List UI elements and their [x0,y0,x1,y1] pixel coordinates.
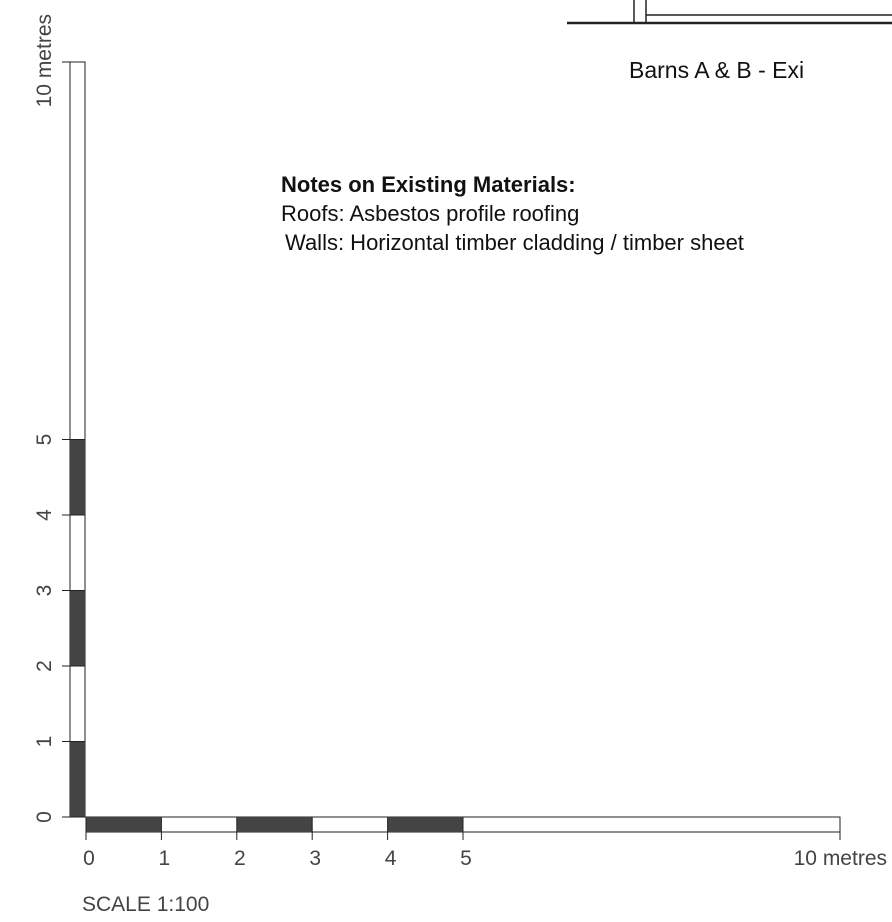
horizontal-tick-label: 3 [309,847,321,870]
vertical-tick-label: 2 [33,660,56,672]
notes-walls: Walls: Horizontal timber cladding / timb… [285,230,744,255]
notes-roofs: Roofs: Asbestos profile roofing [281,201,580,226]
vertical-dark-segment [70,590,85,666]
vertical-scale-ticks [62,61,85,818]
horizontal-scale-ticks [85,817,841,840]
building-outline-fragment [567,0,892,25]
vertical-scale-labels: 0 1 2 3 4 5 10 metres [33,14,56,823]
materials-notes: Notes on Existing Materials: Roofs: Asbe… [281,170,744,257]
vertical-tick-label: 0 [33,811,56,823]
horizontal-dark-segment [387,817,463,832]
horizontal-dark-segment [236,817,313,832]
vertical-tick-label: 4 [33,509,56,521]
vertical-dark-segment [70,439,85,515]
scale-label: SCALE 1:100 [82,893,210,916]
horizontal-scale-labels: 0 1 2 3 4 5 10 metres [83,847,887,870]
horizontal-end-label: 10 metres [794,847,887,870]
notes-heading: Notes on Existing Materials: [281,172,576,197]
vertical-end-label: 10 metres [33,14,56,107]
vertical-tick-label: 3 [33,585,56,597]
vertical-tick-label: 5 [33,434,56,446]
horizontal-tick-label: 2 [234,847,246,870]
horizontal-tick-label: 4 [385,847,397,870]
horizontal-tick-label: 1 [159,847,171,870]
vertical-tick-label: 1 [33,736,56,748]
vertical-dark-segment [70,741,85,817]
drawing-title: Barns A & B - Exi [629,57,805,83]
horizontal-dark-segment [86,817,162,832]
horizontal-tick-label: 0 [83,847,95,870]
horizontal-tick-label: 5 [460,847,472,870]
